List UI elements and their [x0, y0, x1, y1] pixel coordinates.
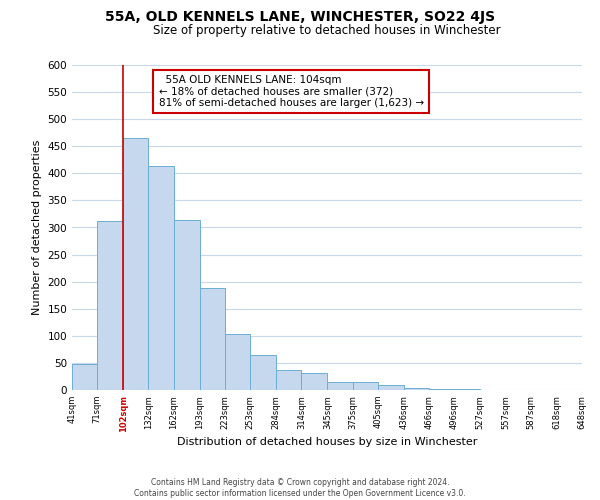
Bar: [328, 382, 353, 390]
X-axis label: Distribution of detached houses by size in Winchester: Distribution of detached houses by size …: [177, 438, 477, 448]
Bar: [353, 382, 378, 390]
Text: 55A, OLD KENNELS LANE, WINCHESTER, SO22 4JS: 55A, OLD KENNELS LANE, WINCHESTER, SO22 …: [105, 10, 495, 24]
Bar: [123, 138, 148, 390]
Bar: [250, 355, 276, 390]
Text: Contains HM Land Registry data © Crown copyright and database right 2024.
Contai: Contains HM Land Registry data © Crown c…: [134, 478, 466, 498]
Title: Size of property relative to detached houses in Winchester: Size of property relative to detached ho…: [153, 24, 501, 38]
Bar: [454, 389, 481, 390]
Bar: [72, 364, 97, 390]
Bar: [148, 166, 173, 390]
Y-axis label: Number of detached properties: Number of detached properties: [32, 140, 42, 315]
Bar: [225, 334, 250, 390]
Bar: [404, 388, 429, 390]
Bar: [200, 288, 225, 390]
Bar: [276, 370, 301, 390]
Text: 55A OLD KENNELS LANE: 104sqm
← 18% of detached houses are smaller (372)
81% of s: 55A OLD KENNELS LANE: 104sqm ← 18% of de…: [158, 74, 424, 108]
Bar: [378, 385, 404, 390]
Bar: [173, 220, 200, 390]
Bar: [301, 372, 328, 390]
Bar: [97, 221, 123, 390]
